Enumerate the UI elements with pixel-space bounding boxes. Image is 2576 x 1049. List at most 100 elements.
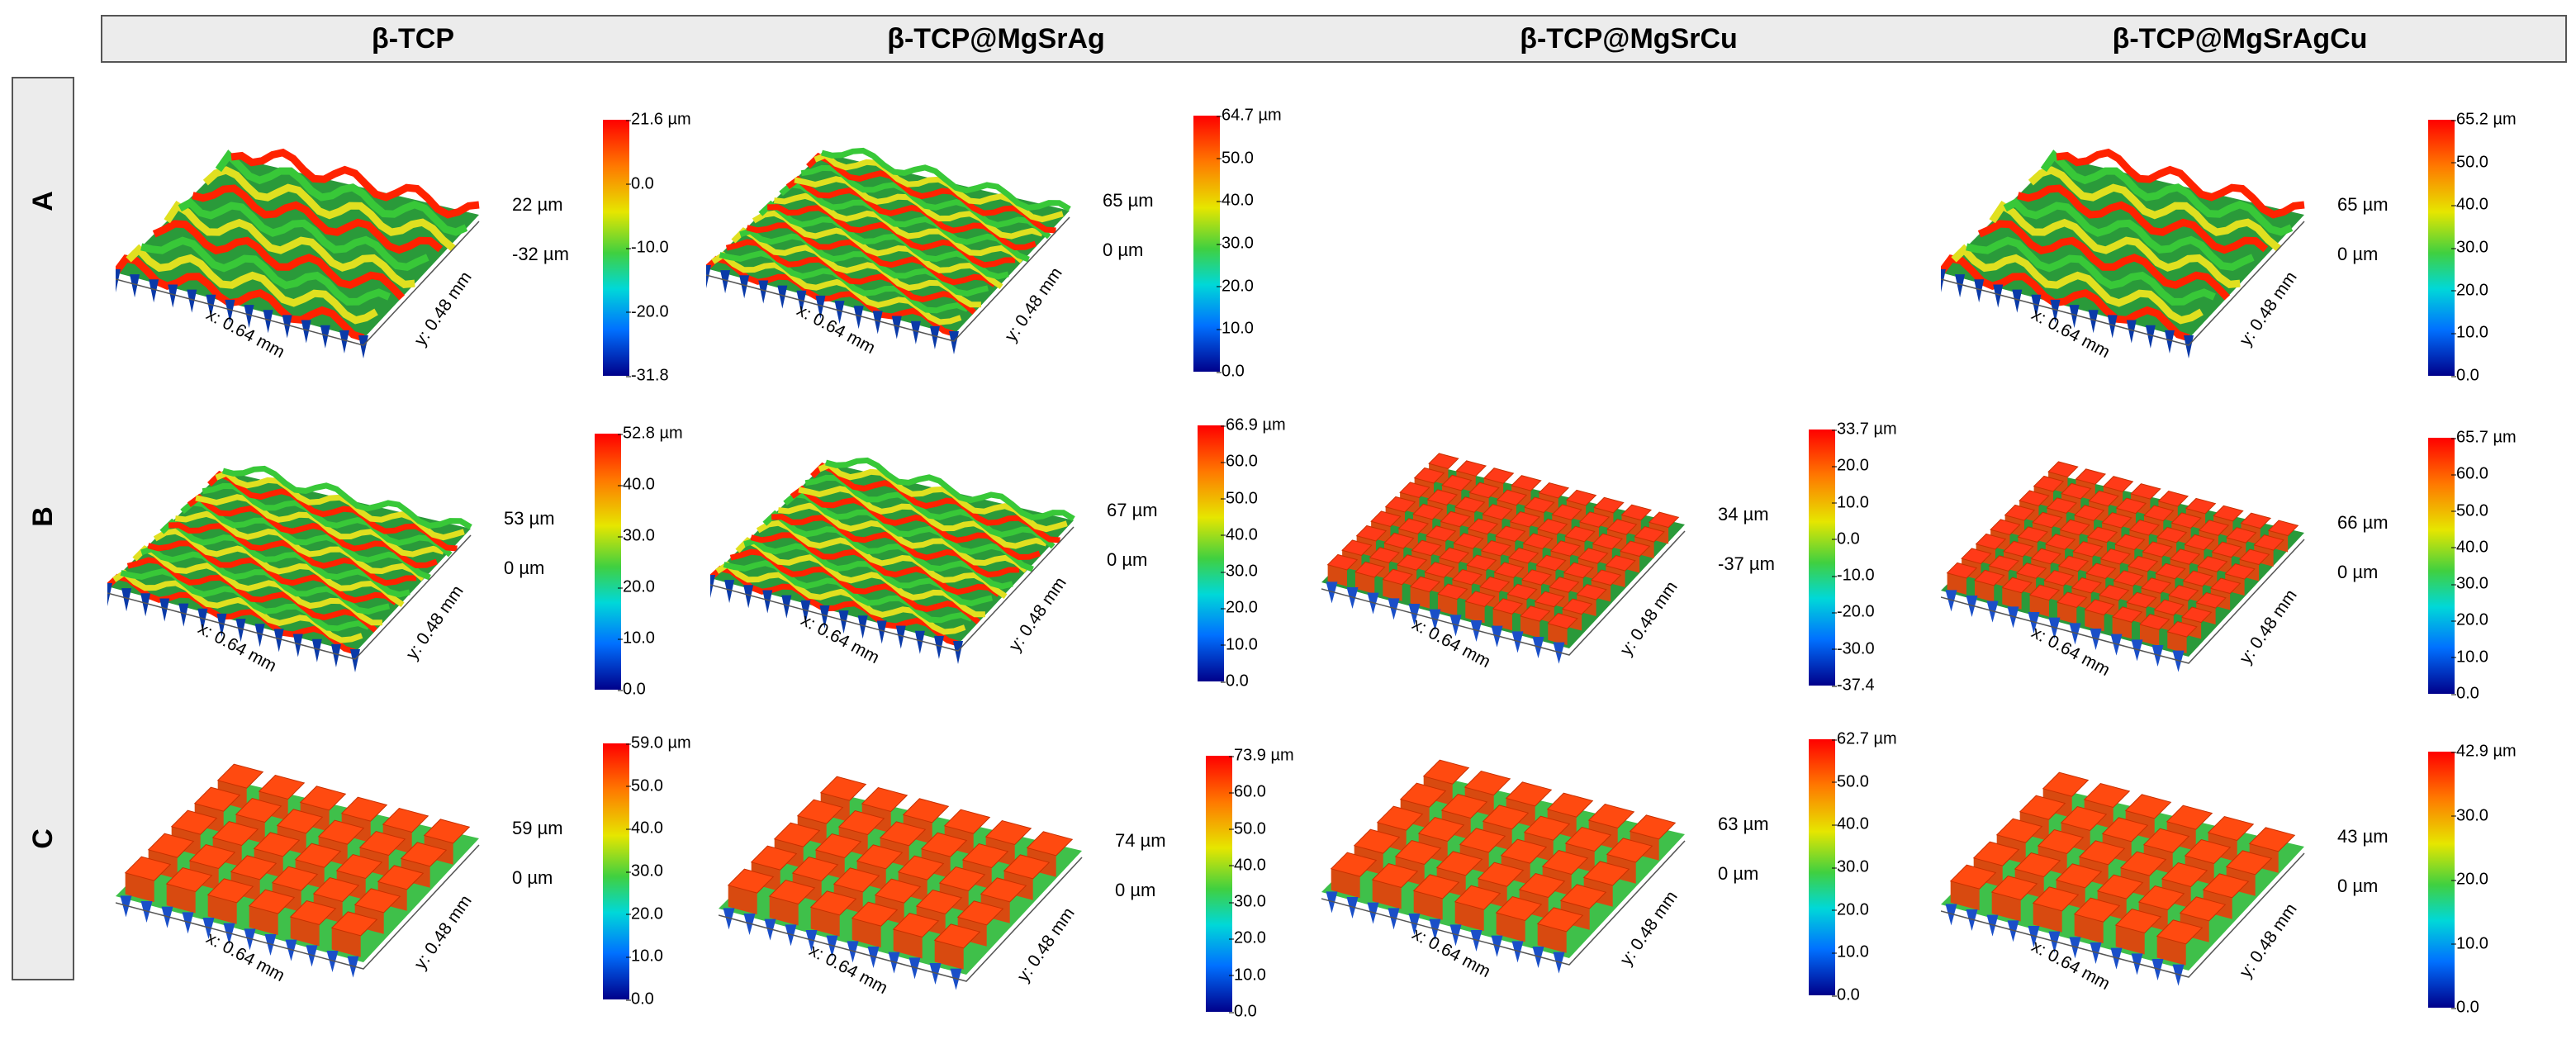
surface-valley xyxy=(891,316,902,339)
pillar-top xyxy=(276,809,324,834)
axis-lines xyxy=(1941,221,2305,346)
pillar-top xyxy=(943,809,991,834)
pillar-top xyxy=(1505,781,1553,807)
pillar-side xyxy=(1947,572,1966,595)
pillar-top xyxy=(2084,599,2115,615)
pillar-side xyxy=(2139,624,2160,647)
surface-valley xyxy=(764,918,776,941)
surface-valley xyxy=(264,934,277,956)
height-scale-max: 74 µm xyxy=(1115,830,1166,851)
pillar-top xyxy=(1547,613,1578,629)
pillar-top xyxy=(2196,556,2228,572)
colorbar-tick: 30.0 xyxy=(2451,574,2488,593)
surface-valley xyxy=(2172,650,2185,672)
pillar-top xyxy=(2180,606,2213,624)
surface-valley xyxy=(867,947,880,968)
pillar-top xyxy=(1330,852,1378,877)
surface-valley xyxy=(910,320,921,344)
pillar-top xyxy=(2032,886,2080,912)
surface-valley xyxy=(723,908,735,930)
column-title-mgsragcu: β-TCP@MgSrAgCu xyxy=(2112,23,2368,55)
pillar-top xyxy=(1412,874,1460,899)
height-scale-min: -32 µm xyxy=(512,244,569,264)
pillar-top xyxy=(2225,527,2257,543)
pillar-side xyxy=(2156,936,2186,966)
pillar-top xyxy=(1629,814,1677,840)
pillar-top xyxy=(216,763,264,789)
pillar-top xyxy=(2153,599,2185,616)
pillar-top xyxy=(1355,524,1388,542)
pillar-top xyxy=(2071,577,2103,594)
pillar-top xyxy=(1413,467,1445,484)
surface-valley xyxy=(1470,620,1483,642)
axis-lines xyxy=(1941,852,2305,978)
surface-valley xyxy=(781,595,792,619)
surface-valley xyxy=(929,963,942,985)
surface-ridge xyxy=(178,197,429,271)
surface-valley xyxy=(2145,325,2156,349)
surface-valley xyxy=(182,912,194,934)
pillar-top xyxy=(814,833,862,859)
pillar-top xyxy=(2202,873,2250,899)
surface-valley xyxy=(834,301,845,325)
pillar-top xyxy=(2060,482,2092,500)
pillar-top xyxy=(1593,496,1625,514)
pillar-top xyxy=(1563,562,1595,579)
surface-ridge xyxy=(140,545,391,615)
pillar-top xyxy=(289,899,337,926)
row-label-bar: A B C xyxy=(12,77,74,980)
surface-valley xyxy=(853,306,864,330)
pillar-top xyxy=(2073,505,2105,521)
colorbar: 64.7 µm 50.0 40.0 30.0 20.0 10.0 0.0 xyxy=(1193,107,1282,381)
pillar-top xyxy=(2037,828,2085,855)
colorbar: 42.9 µm 30.0 20.0 10.0 0.0 xyxy=(2428,743,2517,1017)
surface-valley xyxy=(2110,947,2123,970)
pillar-top xyxy=(1422,759,1470,785)
pillar-side xyxy=(2074,914,2104,944)
pillar-top xyxy=(1975,533,2007,550)
colorbar-tick: 30.0 xyxy=(2451,806,2488,824)
surface-ridge xyxy=(164,200,415,289)
pillar-top xyxy=(1480,539,1512,557)
colorbar-tick: 30.0 xyxy=(1221,562,1258,581)
colorbar-tick: 20.0 xyxy=(2451,610,2488,629)
surface-panel-b4: 66 µm 0 µm x: 0.64 mm y: 0.48 mm 65.7 µm 60.0… xyxy=(1941,425,2536,731)
surface-valley xyxy=(2184,335,2194,358)
surface-plot xyxy=(1321,453,1686,664)
surface-valley xyxy=(1974,279,1985,303)
pillar-top xyxy=(1523,496,1555,514)
pillar-top xyxy=(1026,831,1074,857)
pillar-top xyxy=(1482,504,1513,520)
surface-valley xyxy=(1388,598,1400,620)
surface-valley xyxy=(762,590,773,614)
pillar-top xyxy=(1464,591,1496,607)
pillar-top xyxy=(248,889,296,914)
pillar-side xyxy=(166,884,196,914)
pillar-top xyxy=(727,868,775,894)
pillar-top xyxy=(1564,826,1612,852)
pillar-top xyxy=(1483,468,1515,484)
surface-valley xyxy=(895,625,906,649)
pillar-top xyxy=(1990,519,2021,535)
pillar-top xyxy=(1988,555,2020,572)
pillar-top xyxy=(1518,872,1566,899)
pillar-top xyxy=(330,911,378,937)
surface-valley xyxy=(1511,941,1524,963)
colorbar-tick: 20.0 xyxy=(1832,456,1869,475)
surface-valley xyxy=(720,270,731,294)
pillar-side xyxy=(810,907,840,937)
surface-valley xyxy=(1429,609,1441,631)
pillar-top xyxy=(2156,919,2204,945)
height-scale-max: 66 µm xyxy=(2337,512,2389,533)
pillar-top xyxy=(235,797,282,824)
surface-valley xyxy=(121,588,132,612)
height-scale-max: 43 µm xyxy=(2337,826,2389,847)
height-scale-min: 0 µm xyxy=(504,558,545,578)
surface-valley xyxy=(206,294,216,318)
surface-valley xyxy=(1941,269,1946,292)
surface-valley xyxy=(1553,952,1565,974)
pillar-top xyxy=(2113,534,2146,551)
colorbar-tick: 50.0 xyxy=(2451,501,2488,520)
surface-valley xyxy=(876,620,887,644)
pillar-top xyxy=(1961,548,1992,564)
